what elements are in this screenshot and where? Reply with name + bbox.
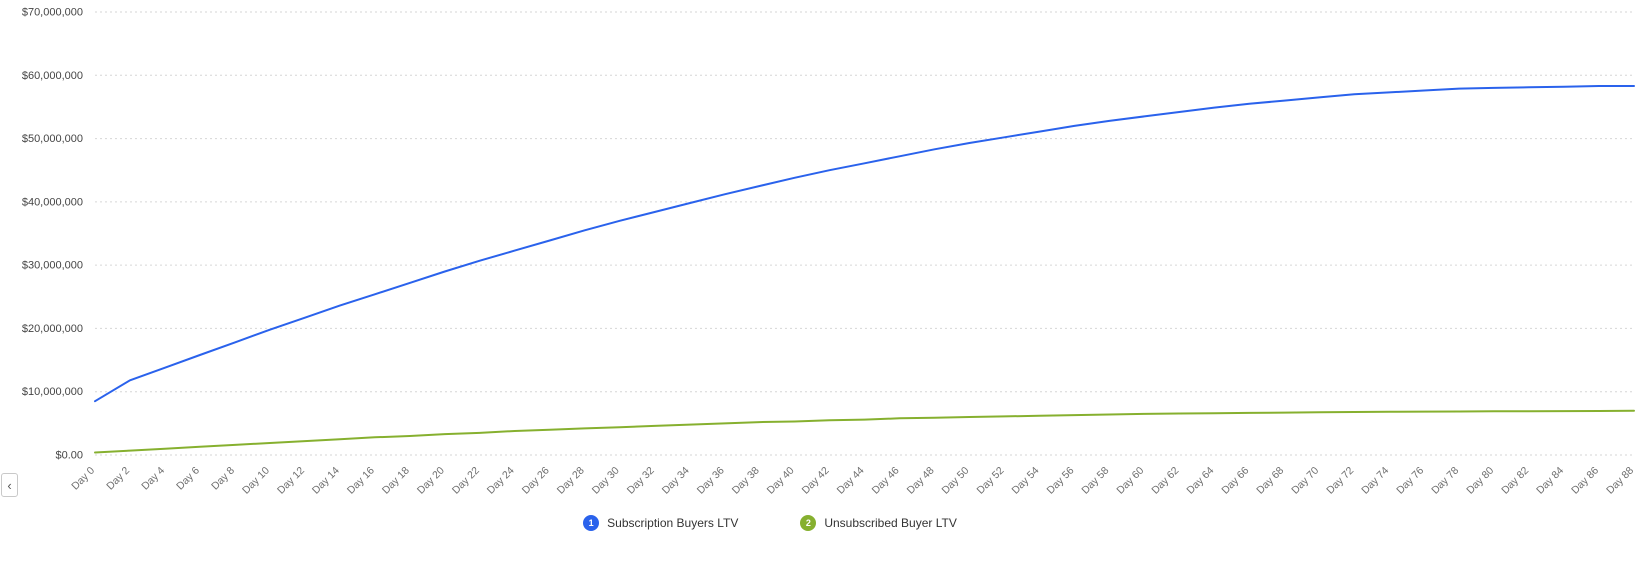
x-tick-label: Day 42 bbox=[800, 465, 832, 497]
series-line-1[interactable] bbox=[94, 85, 1635, 403]
x-tick-label: Day 0 bbox=[69, 465, 97, 493]
x-tick-label: Day 64 bbox=[1184, 465, 1216, 497]
x-tick-label: Day 58 bbox=[1079, 465, 1111, 497]
legend-label-unsubscribed-buyer-ltv: Unsubscribed Buyer LTV bbox=[824, 516, 957, 530]
x-tick-label: Day 72 bbox=[1324, 465, 1356, 497]
x-tick-label: Day 12 bbox=[275, 465, 307, 497]
x-tick-label: Day 40 bbox=[765, 465, 797, 497]
x-tick-label: Day 34 bbox=[660, 465, 692, 497]
x-tick-label: Day 26 bbox=[520, 465, 552, 497]
y-tick-label: $40,000,000 bbox=[22, 196, 83, 208]
x-tick-label: Day 16 bbox=[345, 465, 377, 497]
legend-item-unsubscribed-buyer-ltv[interactable]: 2 Unsubscribed Buyer LTV bbox=[800, 515, 957, 531]
x-tick-label: Day 54 bbox=[1010, 465, 1042, 497]
x-tick-label: Day 74 bbox=[1359, 465, 1391, 497]
series-2-badge: 2 bbox=[800, 515, 817, 531]
x-tick-label: Day 78 bbox=[1429, 465, 1461, 497]
x-tick-label: Day 60 bbox=[1114, 465, 1146, 497]
y-tick-label: $70,000,000 bbox=[22, 7, 83, 19]
legend-label-subscription-buyers-ltv: Subscription Buyers LTV bbox=[607, 516, 739, 530]
x-tick-label: Day 10 bbox=[240, 465, 272, 497]
legend-item-subscription-buyers-ltv[interactable]: 1 Subscription Buyers LTV bbox=[583, 515, 738, 531]
x-tick-label: Day 24 bbox=[485, 465, 517, 497]
ltv-line-chart[interactable]: $0.00 $10,000,000 $20,000,000 $30,000,000 $4… bbox=[0, 0, 1642, 510]
y-tick-label: $20,000,000 bbox=[22, 323, 83, 335]
x-tick-label: Day 6 bbox=[174, 465, 202, 493]
x-tick-label: Day 14 bbox=[310, 465, 342, 497]
x-tick-label: Day 44 bbox=[835, 465, 867, 497]
x-tick-label: Day 56 bbox=[1045, 465, 1077, 497]
x-tick-label: Day 86 bbox=[1569, 465, 1601, 497]
y-tick-label: $50,000,000 bbox=[22, 133, 83, 145]
x-tick-label: Day 18 bbox=[380, 465, 412, 497]
x-tick-label: Day 32 bbox=[625, 465, 657, 497]
x-tick-label: Day 68 bbox=[1254, 465, 1286, 497]
x-tick-label: Day 88 bbox=[1604, 465, 1636, 497]
y-tick-label: $30,000,000 bbox=[22, 260, 83, 272]
y-tick-label: $60,000,000 bbox=[22, 70, 83, 82]
x-tick-label: Day 20 bbox=[415, 465, 447, 497]
x-tick-label: Day 22 bbox=[450, 465, 482, 497]
chart-legend: 1 Subscription Buyers LTV 2 Unsubscribed… bbox=[0, 508, 1540, 538]
x-tick-label: Day 2 bbox=[104, 465, 132, 493]
series-line-2[interactable] bbox=[94, 409, 1635, 454]
series-1-badge: 1 bbox=[583, 515, 600, 531]
x-tick-label: Day 66 bbox=[1219, 465, 1251, 497]
x-tick-label: Day 4 bbox=[139, 465, 167, 493]
x-tick-label: Day 82 bbox=[1499, 465, 1531, 497]
y-tick-label: $0.00 bbox=[55, 450, 83, 462]
y-tick-label: $10,000,000 bbox=[22, 386, 83, 398]
x-tick-label: Day 80 bbox=[1464, 465, 1496, 497]
x-tick-label: Day 28 bbox=[555, 465, 587, 497]
x-tick-label: Day 52 bbox=[975, 465, 1007, 497]
ltv-chart-container: $0.00 $10,000,000 $20,000,000 $30,000,000 $4… bbox=[0, 0, 1642, 510]
x-tick-label: Day 46 bbox=[870, 465, 902, 497]
x-tick-label: Day 30 bbox=[590, 465, 622, 497]
x-tick-label: Day 62 bbox=[1149, 465, 1181, 497]
x-tick-label: Day 84 bbox=[1534, 465, 1566, 497]
x-tick-label: Day 38 bbox=[730, 465, 762, 497]
x-tick-label: Day 48 bbox=[905, 465, 937, 497]
x-tick-label: Day 76 bbox=[1394, 465, 1426, 497]
x-tick-label: Day 36 bbox=[695, 465, 727, 497]
x-tick-label: Day 8 bbox=[209, 465, 237, 493]
x-tick-label: Day 70 bbox=[1289, 465, 1321, 497]
scroll-left-button[interactable]: ‹ bbox=[1, 473, 18, 497]
x-tick-label: Day 50 bbox=[940, 465, 972, 497]
